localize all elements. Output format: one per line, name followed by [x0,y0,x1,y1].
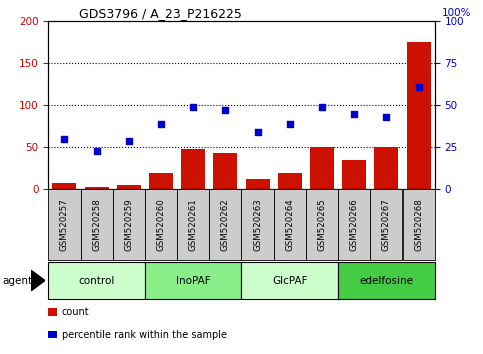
Text: GSM520268: GSM520268 [414,198,423,251]
Text: GSM520267: GSM520267 [382,198,391,251]
Bar [274,189,306,260]
Bar [48,189,81,260]
Text: percentile rank within the sample: percentile rank within the sample [62,330,227,339]
Bar [145,189,177,260]
Text: edelfosine: edelfosine [359,275,413,286]
Bar [48,262,145,299]
Polygon shape [31,270,45,291]
Bar [81,189,113,260]
Point [350,111,358,116]
Point [254,129,261,135]
Bar [85,187,109,189]
Text: 100%: 100% [441,8,471,18]
Bar [177,189,209,260]
Text: count: count [62,307,89,317]
Text: GSM520257: GSM520257 [60,198,69,251]
Point [318,104,326,110]
Text: GSM520262: GSM520262 [221,198,230,251]
Point [286,121,294,127]
Bar [402,189,435,260]
Bar [209,189,242,260]
Bar [245,179,270,189]
Bar [310,147,334,189]
Bar [306,189,338,260]
Bar [370,189,402,260]
Bar [407,42,431,189]
Text: GSM520259: GSM520259 [124,199,133,251]
Point [383,114,390,120]
Bar [242,262,338,299]
Text: control: control [78,275,115,286]
Bar [113,189,145,260]
Bar [242,189,274,260]
Text: GSM520265: GSM520265 [317,198,327,251]
Bar [374,147,398,189]
Bar [145,262,242,299]
Bar [181,149,205,189]
Bar [117,185,141,189]
Point [93,148,100,154]
Text: GSM520258: GSM520258 [92,198,101,251]
Text: GDS3796 / A_23_P216225: GDS3796 / A_23_P216225 [79,7,242,20]
Point [189,104,197,110]
Bar [338,189,370,260]
Text: GSM520266: GSM520266 [350,198,359,251]
Text: agent: agent [2,275,32,286]
Text: GSM520264: GSM520264 [285,198,294,251]
Point [157,121,165,127]
Point [125,138,133,143]
Text: GSM520263: GSM520263 [253,198,262,251]
Point [222,108,229,113]
Bar [213,153,238,189]
Bar [338,262,435,299]
Point [415,84,423,90]
Text: InoPAF: InoPAF [176,275,211,286]
Text: GSM520261: GSM520261 [189,198,198,251]
Bar [278,172,302,189]
Bar [149,172,173,189]
Text: GSM520260: GSM520260 [156,198,166,251]
Text: GlcPAF: GlcPAF [272,275,308,286]
Bar [52,183,76,189]
Bar [342,160,366,189]
Point [60,136,68,142]
